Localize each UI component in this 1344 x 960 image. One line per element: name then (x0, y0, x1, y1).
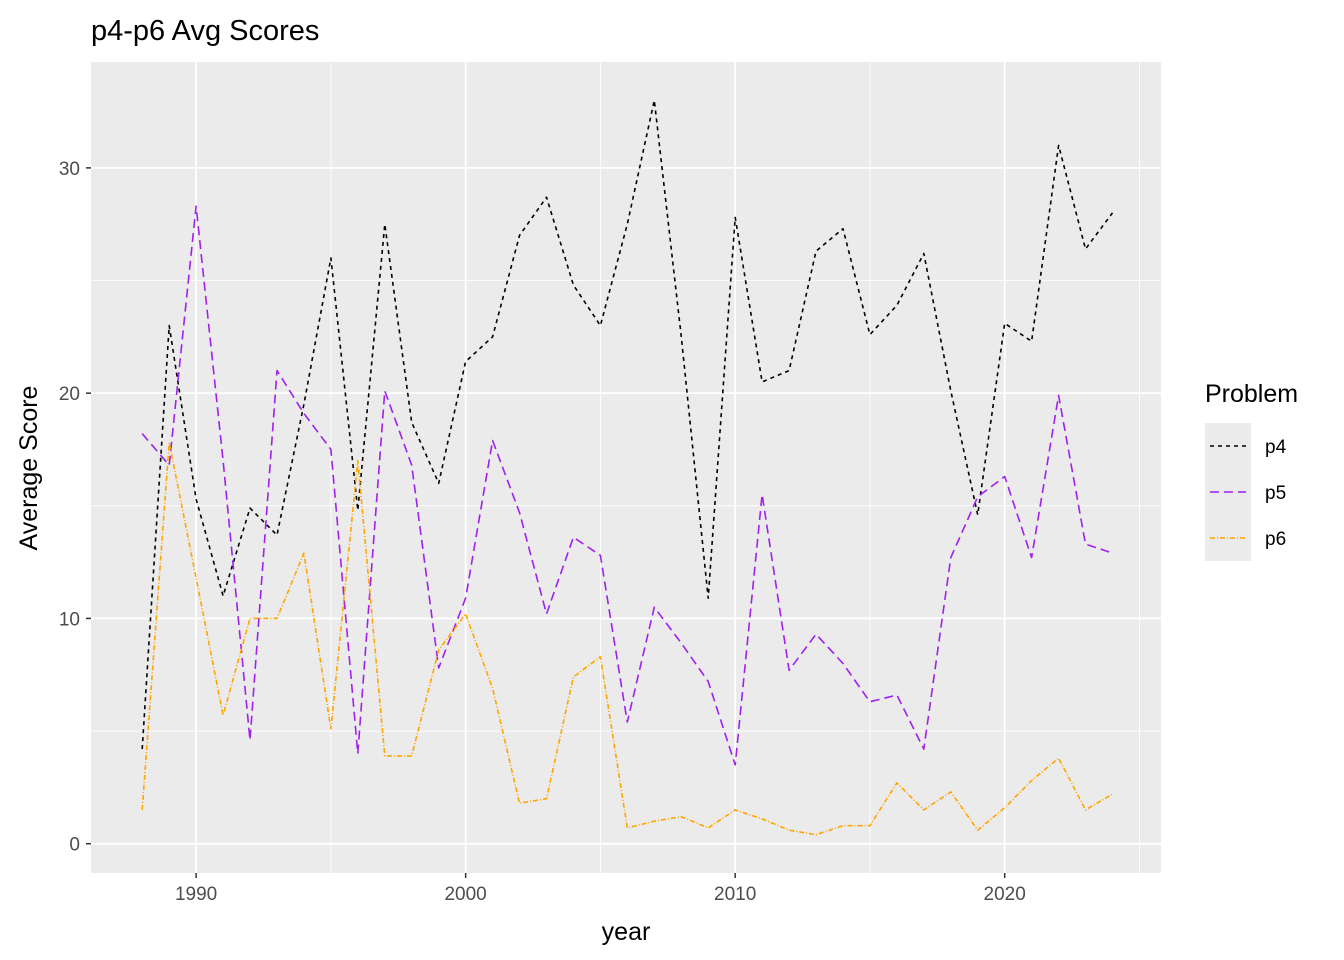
major-gridlines (91, 62, 1161, 873)
x-tick-label: 2020 (984, 884, 1026, 905)
x-tick-label: 2000 (444, 884, 486, 905)
y-tick-label: 10 (59, 609, 80, 630)
legend-label-p4: p4 (1265, 437, 1287, 458)
y-axis-label: Average Score (15, 386, 43, 551)
y-tick-label: 30 (59, 159, 80, 180)
chart-title: p4-p6 Avg Scores (91, 15, 319, 47)
x-axis-label: year (602, 918, 651, 946)
legend-label-p5: p5 (1265, 483, 1286, 504)
legend: Problem p4 p5 p6 (1205, 380, 1298, 561)
x-tick-label: 1990 (175, 884, 217, 905)
y-tick-label: 0 (69, 835, 80, 856)
series-lines (141, 99, 1114, 836)
plot-panel (91, 62, 1161, 873)
x-axis: 1990 2000 2010 2020 (175, 873, 1026, 905)
y-axis: 0 10 20 30 (59, 159, 91, 856)
series-line-p6 (141, 441, 1113, 836)
series-line-p5 (141, 205, 1113, 766)
series-line-p4 (141, 99, 1114, 750)
y-tick-label: 20 (59, 384, 80, 405)
x-tick-label: 2010 (714, 884, 756, 905)
minor-gridlines (91, 62, 1161, 873)
legend-title: Problem (1205, 380, 1298, 408)
legend-label-p6: p6 (1265, 529, 1286, 550)
